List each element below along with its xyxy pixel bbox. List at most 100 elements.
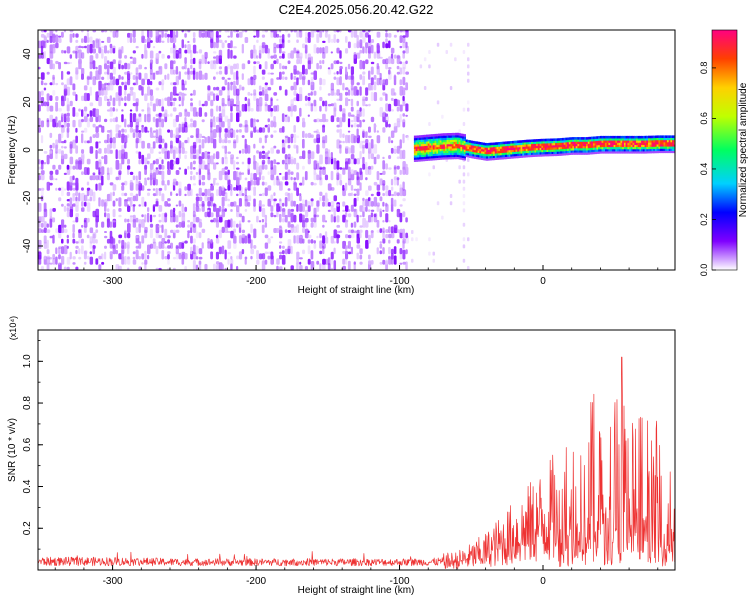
heatmap-cell [141,109,145,112]
heatmap-cell [72,224,75,233]
heatmap-cell [515,144,518,148]
heatmap-cell [40,160,44,165]
heatmap-cell [373,181,378,186]
heatmap-cell [339,128,342,138]
heatmap-cell [299,87,303,96]
heatmap-cell [302,203,305,212]
heatmap-cell [66,181,70,191]
heatmap-cell [109,137,113,144]
heatmap-cell [376,202,380,207]
heatmap-cell [347,89,351,96]
heatmap-cell [462,172,466,177]
heatmap-cell [58,197,62,202]
heatmap-cell [444,133,448,136]
heatmap-cell [101,46,104,49]
heatmap-cell [577,150,580,153]
heatmap-cell [469,148,472,152]
heatmap-cell [623,138,627,141]
heatmap-cell [109,251,113,260]
heatmap-cell [287,60,291,65]
heatmap-cell [496,146,499,150]
heatmap-cell [138,151,142,160]
heatmap-cell [307,32,311,38]
heatmap-cell [236,33,240,38]
heatmap-cell [63,113,67,123]
heatmap-cell [170,47,174,54]
heatmap-cell [221,86,226,91]
heatmap-cell [296,30,300,38]
heatmap-cell [477,150,480,153]
heatmap-cell [399,79,403,86]
heatmap-cell [342,140,345,144]
heatmap-cell [281,53,285,59]
heatmap-cell [284,171,288,181]
heatmap-cell [302,176,305,186]
heatmap-cell [302,130,305,138]
heatmap-cell [482,142,485,146]
heatmap-cell [591,151,594,155]
heatmap-cell [541,145,544,148]
heatmap-cell [170,91,173,102]
heatmap-cell [365,177,368,181]
heatmap-cell [484,158,487,161]
heatmap-cell [112,59,116,65]
heatmap-cell [637,144,640,148]
heatmap-cell [313,90,317,96]
heatmap-cell [443,146,446,149]
heatmap-cell [38,202,42,212]
heatmap-cell [536,141,539,144]
colorbar-tick-label: 0.4 [699,163,709,176]
heatmap-cell [563,150,566,154]
heatmap-cell [529,141,532,145]
heatmap-cell [584,141,587,144]
heatmap-cell [127,70,130,75]
heatmap-cell [46,154,50,165]
heatmap-cell [144,226,148,233]
heatmap-cell [299,107,302,117]
heatmap-cell [458,156,461,160]
heatmap-cell [49,174,54,181]
heatmap-cell [236,156,239,160]
heatmap-cell [172,60,176,65]
heatmap-cell [178,252,182,260]
heatmap-cell [342,250,346,255]
heatmap-cell [63,139,67,144]
heatmap-cell [496,148,499,152]
heatmap-cell [637,151,640,154]
heatmap-cell [413,142,417,145]
heatmap-cell [475,145,479,149]
heatmap-cell [586,137,589,140]
heatmap-cell [98,255,102,260]
heatmap-cell [276,162,280,165]
heatmap-cell [178,124,181,128]
heatmap-cell [458,179,461,184]
heatmap-cell [281,34,285,43]
heatmap-cell [376,135,381,144]
heatmap-cell [38,175,41,181]
heatmap-cell [379,241,382,244]
heatmap-cell [362,30,366,33]
heatmap-cell [636,142,639,145]
heatmap-cell [310,81,315,91]
heatmap-cell [218,246,222,255]
heatmap-cell [46,229,51,233]
heatmap-cell [438,144,441,147]
heatmap-cell [72,238,76,244]
heatmap-cell [69,30,74,33]
heatmap-cell [279,226,283,234]
heatmap-cell [449,86,453,90]
heatmap-cell [144,93,148,102]
heatmap-cell [49,170,54,175]
heatmap-cell [63,245,68,255]
heatmap-cell [327,263,331,270]
heatmap-cell [124,180,128,186]
heatmap-cell [465,143,468,147]
heatmap-cell [273,145,277,149]
heatmap-cell [38,91,41,102]
heatmap-cell [241,104,246,112]
heatmap-cell [446,133,449,136]
heatmap-cell [264,222,268,228]
heatmap-cell [591,147,594,150]
heatmap-cell [541,138,544,142]
heatmap-cell [109,167,113,175]
